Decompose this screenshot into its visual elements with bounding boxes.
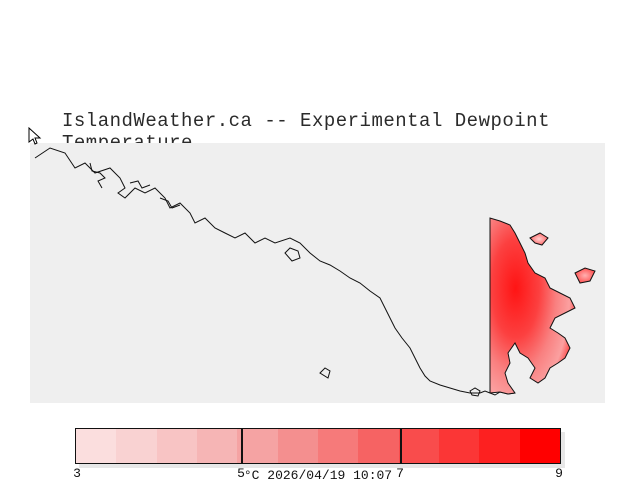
- colorbar[interactable]: [75, 428, 561, 464]
- colorbar-group[interactable]: 3 5 7 9: [75, 428, 561, 464]
- colorbar-segment-4: [237, 429, 277, 463]
- cursor-icon: [28, 127, 44, 147]
- colorbar-segment-8: [399, 429, 439, 463]
- map-svg[interactable]: [30, 143, 605, 403]
- colorbar-divider-7: [400, 428, 402, 464]
- colorbar-caption: °C 2026/04/19 10:07: [75, 468, 561, 480]
- colorbar-segment-11: [520, 429, 560, 463]
- colorbar-segment-9: [439, 429, 479, 463]
- colorbar-segment-1: [116, 429, 156, 463]
- colorbar-segment-7: [358, 429, 398, 463]
- colorbar-segment-0: [76, 429, 116, 463]
- colorbar-segment-3: [197, 429, 237, 463]
- colorbar-segment-5: [278, 429, 318, 463]
- colorbar-segment-6: [318, 429, 358, 463]
- colorbar-segment-2: [157, 429, 197, 463]
- screenshot-root: IslandWeather.ca -- Experimental Dewpoin…: [0, 0, 640, 480]
- colorbar-divider-5: [241, 428, 243, 464]
- map-panel[interactable]: [30, 143, 605, 403]
- colorbar-segment-10: [479, 429, 519, 463]
